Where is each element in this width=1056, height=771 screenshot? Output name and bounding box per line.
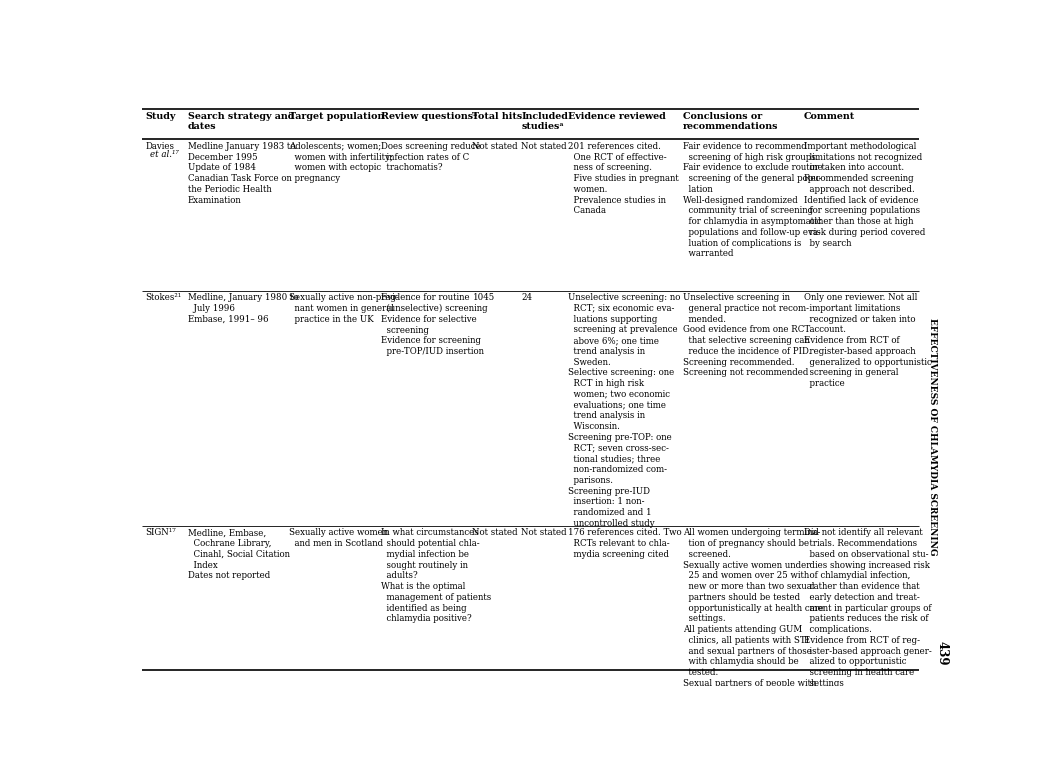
Text: Unselective screening in
  general practice not recom-
  mended.
Good evidence f: Unselective screening in general practic…	[683, 293, 811, 377]
Text: 1045: 1045	[472, 293, 494, 302]
Text: Comment: Comment	[804, 112, 855, 120]
Text: Medline January 1983 to
December 1995
Update of 1984
Canadian Task Force on
the : Medline January 1983 to December 1995 Up…	[188, 142, 296, 204]
Text: Does screening reduce
  infection rates of C
  trachomatis?: Does screening reduce infection rates of…	[380, 142, 480, 172]
Text: Did not identify all relevant
  trials. Recommendations
  based on observational: Did not identify all relevant trials. Re…	[804, 528, 931, 688]
Text: 439: 439	[936, 641, 948, 666]
Text: Total hits: Total hits	[472, 112, 523, 120]
Text: 176 references cited. Two
  RCTs relevant to chla-
  mydia screening cited: 176 references cited. Two RCTs relevant …	[568, 528, 682, 559]
Text: Review questionsᵃ: Review questionsᵃ	[380, 112, 477, 120]
Text: Davies: Davies	[145, 142, 174, 151]
Text: Search strategy and
dates: Search strategy and dates	[188, 112, 295, 131]
Text: Evidence reviewed: Evidence reviewed	[568, 112, 665, 120]
Text: Not stated: Not stated	[522, 528, 567, 537]
Text: SIGN¹⁷: SIGN¹⁷	[145, 528, 176, 537]
Text: 201 references cited.
  One RCT of effective-
  ness of screening.
  Five studie: 201 references cited. One RCT of effecti…	[568, 142, 679, 215]
Text: et al.¹⁷: et al.¹⁷	[150, 150, 180, 159]
Text: Adolescents; women;
  women with infertility;
  women with ectopic
  pregnancy: Adolescents; women; women with infertili…	[289, 142, 393, 183]
Text: In what circumstances
  should potential chla-
  mydial infection be
  sought ro: In what circumstances should potential c…	[380, 528, 491, 624]
Text: EFFECTIVENESS OF CHLAMYDIA SCREENING: EFFECTIVENESS OF CHLAMYDIA SCREENING	[928, 318, 937, 556]
Text: Sexually active non-preg-
  nant women in general
  practice in the UK: Sexually active non-preg- nant women in …	[289, 293, 399, 324]
Text: Evidence for routine
  (unselective) screening
Evidence for selective
  screenin: Evidence for routine (unselective) scree…	[380, 293, 487, 356]
Text: Target population: Target population	[289, 112, 384, 120]
Text: Sexually active women
  and men in Scotland: Sexually active women and men in Scotlan…	[289, 528, 388, 548]
Text: Not stated: Not stated	[522, 142, 567, 151]
Text: Included
studiesᵃ: Included studiesᵃ	[522, 112, 568, 131]
Text: Medline, Embase,
  Cochrane Library,
  Cinahl, Social Citation
  Index
Dates not: Medline, Embase, Cochrane Library, Cinah…	[188, 528, 289, 581]
Text: 24: 24	[522, 293, 532, 302]
Text: Important methodological
  limitations not recognized
  or taken into account.
R: Important methodological limitations not…	[804, 142, 925, 247]
Text: Fair evidence to recommend
  screening of high risk groups.
Fair evidence to exc: Fair evidence to recommend screening of …	[683, 142, 823, 258]
Text: Not stated: Not stated	[472, 528, 518, 537]
Text: All women undergoing termina-
  tion of pregnancy should be
  screened.
Sexually: All women undergoing termina- tion of pr…	[683, 528, 824, 709]
Text: Only one reviewer. Not all
  important limitations
  recognized or taken into
  : Only one reviewer. Not all important lim…	[804, 293, 931, 388]
Text: Conclusions or
recommendations: Conclusions or recommendations	[683, 112, 778, 131]
Text: Unselective screening: no
  RCT; six economic eva-
  luations supporting
  scree: Unselective screening: no RCT; six econo…	[568, 293, 680, 528]
Text: Study: Study	[145, 112, 175, 120]
Text: Medline, January 1980 to
  July 1996
Embase, 1991– 96: Medline, January 1980 to July 1996 Embas…	[188, 293, 299, 324]
Text: Stokes²¹: Stokes²¹	[145, 293, 182, 302]
Text: Not stated: Not stated	[472, 142, 518, 151]
